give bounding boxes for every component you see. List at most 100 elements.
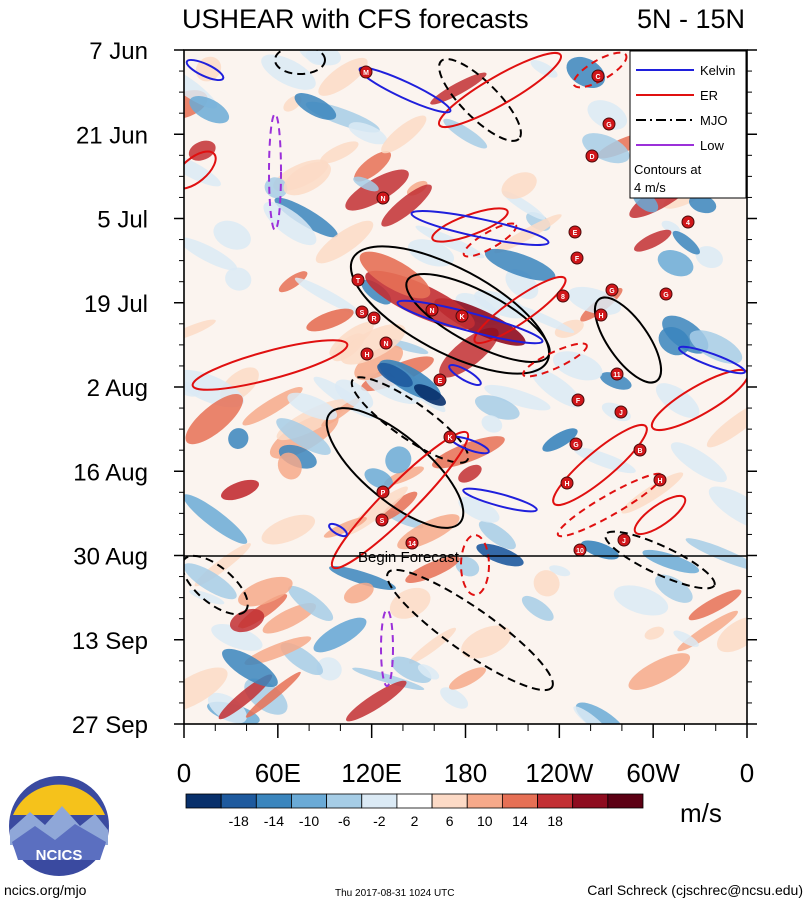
- storm-marker: [591, 69, 605, 83]
- storm-marker-label: 11: [613, 372, 621, 379]
- logo-sun: [13, 784, 105, 815]
- shear-blob: [364, 468, 393, 489]
- shear-blob: [315, 220, 374, 264]
- kelvin-contour: [678, 345, 746, 375]
- storm-marker-label: S: [380, 518, 385, 525]
- footer-website: ncics.org/mjo: [4, 882, 87, 898]
- storm-marker: [405, 536, 419, 550]
- shear-blob: [501, 172, 537, 199]
- er-contour: [437, 51, 563, 129]
- storm-marker-label: N: [429, 308, 434, 315]
- shear-blob: [688, 194, 717, 214]
- shear-blob: [228, 428, 249, 449]
- shear-blob: [458, 464, 482, 483]
- shear-blob: [706, 401, 747, 448]
- legend-label-mjo: MJO: [700, 113, 727, 128]
- kelvin-contour: [396, 299, 544, 345]
- storm-marker-label: T: [356, 278, 361, 285]
- shear-blob: [294, 93, 337, 120]
- shear-blob: [225, 267, 252, 291]
- shear-blob: [343, 582, 374, 604]
- colorbar-tick-label: -2: [373, 813, 386, 829]
- shear-blob: [458, 496, 500, 523]
- shear-blob: [185, 394, 244, 445]
- colorbar-tick-label: 10: [477, 813, 493, 829]
- storm-marker-label: 14: [408, 541, 416, 548]
- colorbar-swatch: [220, 793, 257, 809]
- storm-marker-label: H: [598, 313, 603, 320]
- shear-blob: [262, 602, 317, 634]
- mjo-contour: [350, 376, 470, 464]
- forecast-start-label: Begin Forecast: [358, 549, 460, 566]
- shear-blob: [549, 565, 571, 577]
- storm-marker: [455, 309, 469, 323]
- storm-marker: [376, 485, 390, 499]
- x-tick-label: 0: [740, 758, 754, 788]
- storm-marker-label: E: [573, 230, 578, 237]
- legend-label-low: Low: [700, 138, 724, 153]
- storm-marker: [681, 215, 695, 229]
- shear-blob: [306, 308, 354, 332]
- storm-marker-label: C: [595, 74, 600, 81]
- shear-blob: [184, 319, 216, 342]
- low-contour: [380, 609, 394, 687]
- shear-blob: [361, 279, 392, 305]
- shear-blob: [277, 452, 302, 480]
- colorbar-swatch: [396, 793, 433, 809]
- storm-marker: [570, 251, 584, 265]
- shear-blob: [542, 428, 578, 452]
- mjo-contour: [593, 296, 663, 384]
- mjo-contour: [405, 272, 551, 364]
- storm-marker-label: 8: [561, 294, 565, 301]
- shear-blob: [221, 479, 259, 501]
- shear-blob: [448, 667, 487, 690]
- mjo-contour: [349, 245, 551, 375]
- colorbar-swatch: [466, 793, 503, 809]
- er-contour: [650, 368, 747, 432]
- storm-marker-label: J: [619, 410, 623, 417]
- shear-blob: [430, 72, 487, 105]
- shear-blob: [581, 540, 619, 560]
- er-contour: [633, 494, 687, 536]
- storm-marker-label: F: [576, 398, 581, 405]
- legend-label-kelvin: Kelvin: [700, 63, 735, 78]
- er-contour: [330, 430, 470, 570]
- storm-marker: [594, 308, 608, 322]
- legend-note: 4 m/s: [634, 180, 666, 195]
- x-tick-label: 0: [177, 758, 191, 788]
- shear-blob: [261, 514, 316, 545]
- storm-marker-label: N: [380, 196, 385, 203]
- colorbar-tick-label: 18: [547, 813, 563, 829]
- shear-blob: [352, 667, 425, 691]
- x-tick-label: 120W: [525, 758, 593, 788]
- shear-blob: [509, 303, 575, 333]
- mjo-contour: [438, 58, 522, 142]
- shear-blob: [658, 326, 690, 356]
- colorbar-swatch: [291, 793, 328, 809]
- kelvin-contour: [448, 364, 482, 386]
- storm-marker: [605, 283, 619, 297]
- shear-blob: [184, 152, 221, 187]
- shear-blob: [405, 556, 460, 583]
- shear-blob: [288, 585, 334, 621]
- storm-marker-label: G: [609, 288, 615, 295]
- shear-blob: [381, 115, 427, 154]
- colorbar-tick-label: -18: [229, 813, 249, 829]
- shear-blob: [600, 372, 632, 390]
- shear-blob: [476, 543, 524, 567]
- colorbar-swatch: [255, 793, 292, 809]
- storm-marker: [659, 287, 673, 301]
- colorbar-swatch: [537, 793, 574, 809]
- shear-blob: [213, 220, 251, 250]
- storm-marker-label: R: [371, 316, 376, 323]
- storm-marker: [585, 149, 599, 163]
- colorbar-swatch: [572, 793, 609, 809]
- shear-blob: [189, 96, 230, 124]
- storm-marker-label: B: [637, 448, 642, 455]
- storm-marker-label: E: [438, 378, 443, 385]
- shear-blob: [354, 151, 392, 182]
- storm-marker-label: M: [363, 70, 369, 77]
- contour-lines: [184, 50, 747, 692]
- shear-blob: [318, 57, 368, 96]
